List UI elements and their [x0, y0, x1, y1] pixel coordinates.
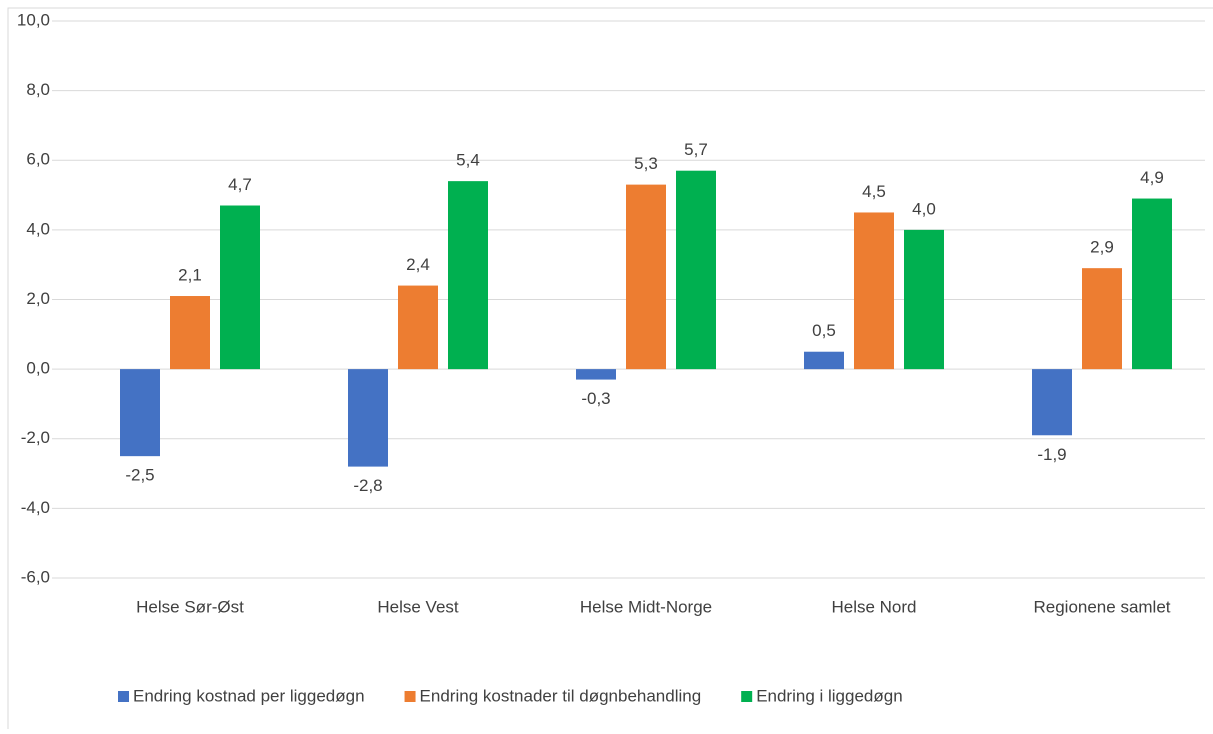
- data-label: -0,3: [581, 389, 610, 408]
- x-tick-label: Helse Nord: [831, 597, 916, 616]
- data-label: 2,9: [1090, 238, 1114, 257]
- y-tick-label: -4,0: [21, 498, 50, 517]
- data-label: 5,4: [456, 151, 480, 170]
- y-tick-label: 0,0: [26, 359, 50, 378]
- bar: [348, 369, 388, 467]
- bar: [1132, 198, 1172, 370]
- y-tick-label: 6,0: [26, 150, 50, 169]
- bar: [398, 285, 438, 370]
- data-label: -2,8: [353, 476, 382, 495]
- y-tick-label: -2,0: [21, 428, 50, 447]
- legend-label: Endring i liggedøgn: [756, 686, 902, 705]
- x-tick-label: Regionene samlet: [1033, 597, 1170, 616]
- y-tick-label: 2,0: [26, 289, 50, 308]
- legend-swatch: [118, 691, 129, 702]
- bar: [626, 184, 666, 370]
- data-label: 2,4: [406, 255, 430, 274]
- bar: [804, 351, 844, 370]
- x-tick-label: Helse Midt-Norge: [580, 597, 712, 616]
- bar: [1032, 369, 1072, 436]
- data-label: -2,5: [125, 466, 154, 485]
- legend-label: Endring kostnad per liggedøgn: [133, 686, 365, 705]
- data-label: 4,0: [912, 199, 936, 218]
- y-tick-label: 10,0: [17, 10, 50, 29]
- bar: [576, 369, 616, 380]
- bar: [854, 212, 894, 370]
- x-tick-label: Helse Vest: [377, 597, 459, 616]
- data-label: 5,7: [684, 140, 708, 159]
- bar: [904, 229, 944, 370]
- data-label: 5,3: [634, 154, 658, 173]
- y-tick-label: 4,0: [26, 219, 50, 238]
- data-label: 4,9: [1140, 168, 1164, 187]
- bar: [170, 296, 210, 370]
- chart-border: [7, 7, 1213, 729]
- y-tick-label: -6,0: [21, 567, 50, 586]
- data-label: 0,5: [812, 321, 836, 340]
- bar: [676, 170, 716, 370]
- legend-label: Endring kostnader til døgnbehandling: [420, 686, 702, 705]
- bar: [1082, 268, 1122, 370]
- data-label: -1,9: [1037, 445, 1066, 464]
- y-tick-label: 8,0: [26, 80, 50, 99]
- x-tick-label: Helse Sør-Øst: [136, 597, 244, 616]
- data-label: 4,7: [228, 175, 252, 194]
- legend-swatch: [741, 691, 753, 702]
- bar: [120, 369, 160, 457]
- bar: [220, 205, 260, 370]
- bar: [448, 181, 488, 370]
- legend-swatch: [404, 691, 416, 702]
- data-label: 2,1: [178, 266, 202, 285]
- data-label: 4,5: [862, 182, 886, 201]
